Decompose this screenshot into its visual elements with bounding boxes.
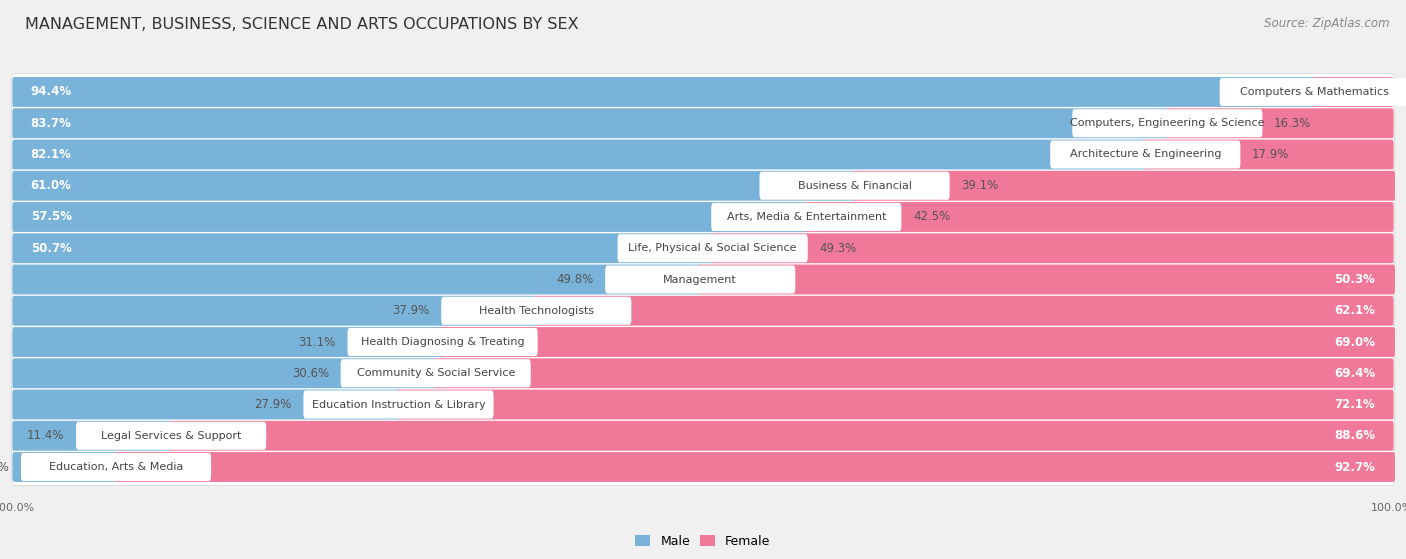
FancyBboxPatch shape	[11, 230, 1395, 267]
FancyBboxPatch shape	[441, 297, 631, 325]
Text: Arts, Media & Entertainment: Arts, Media & Entertainment	[727, 212, 886, 222]
FancyBboxPatch shape	[13, 77, 1316, 107]
FancyBboxPatch shape	[304, 391, 494, 419]
FancyBboxPatch shape	[699, 264, 1395, 295]
FancyBboxPatch shape	[1050, 140, 1240, 168]
FancyBboxPatch shape	[11, 449, 1395, 485]
FancyBboxPatch shape	[13, 296, 538, 326]
FancyBboxPatch shape	[11, 167, 1395, 204]
Text: 69.0%: 69.0%	[1334, 335, 1375, 348]
Text: Community & Social Service: Community & Social Service	[357, 368, 515, 378]
Text: 88.6%: 88.6%	[1334, 429, 1375, 442]
FancyBboxPatch shape	[13, 108, 1168, 138]
FancyBboxPatch shape	[347, 328, 537, 356]
FancyBboxPatch shape	[21, 453, 211, 481]
FancyBboxPatch shape	[76, 421, 266, 450]
FancyBboxPatch shape	[617, 234, 807, 262]
FancyBboxPatch shape	[441, 327, 1395, 357]
Text: Source: ZipAtlas.com: Source: ZipAtlas.com	[1264, 17, 1389, 30]
FancyBboxPatch shape	[759, 172, 949, 200]
Text: Health Technologists: Health Technologists	[478, 306, 593, 316]
Text: Life, Physical & Social Science: Life, Physical & Social Science	[628, 243, 797, 253]
Text: MANAGEMENT, BUSINESS, SCIENCE AND ARTS OCCUPATIONS BY SEX: MANAGEMENT, BUSINESS, SCIENCE AND ARTS O…	[25, 17, 579, 32]
FancyBboxPatch shape	[434, 358, 1393, 388]
FancyBboxPatch shape	[11, 136, 1395, 173]
FancyBboxPatch shape	[1220, 78, 1406, 106]
FancyBboxPatch shape	[11, 418, 1395, 454]
Text: 83.7%: 83.7%	[31, 117, 72, 130]
Text: 31.1%: 31.1%	[298, 335, 336, 348]
FancyBboxPatch shape	[11, 324, 1395, 361]
Text: 42.5%: 42.5%	[912, 211, 950, 224]
Text: 30.6%: 30.6%	[292, 367, 329, 380]
Text: 100.0%: 100.0%	[0, 504, 35, 514]
Text: Legal Services & Support: Legal Services & Support	[101, 431, 242, 440]
FancyBboxPatch shape	[11, 386, 1395, 423]
Text: Education, Arts & Media: Education, Arts & Media	[49, 462, 183, 472]
FancyBboxPatch shape	[853, 171, 1395, 201]
Text: 16.3%: 16.3%	[1274, 117, 1312, 130]
FancyBboxPatch shape	[340, 359, 531, 387]
FancyBboxPatch shape	[114, 452, 1395, 482]
FancyBboxPatch shape	[13, 421, 173, 451]
Text: 37.9%: 37.9%	[392, 304, 429, 318]
FancyBboxPatch shape	[11, 105, 1395, 141]
Text: 69.4%: 69.4%	[1334, 367, 1375, 380]
Text: Computers & Mathematics: Computers & Mathematics	[1240, 87, 1389, 97]
FancyBboxPatch shape	[13, 202, 808, 232]
Text: 7.4%: 7.4%	[0, 461, 10, 473]
FancyBboxPatch shape	[711, 203, 901, 231]
Text: Business & Financial: Business & Financial	[797, 181, 911, 191]
FancyBboxPatch shape	[804, 202, 1393, 232]
Text: 82.1%: 82.1%	[31, 148, 72, 161]
FancyBboxPatch shape	[11, 355, 1395, 392]
FancyBboxPatch shape	[13, 233, 714, 263]
FancyBboxPatch shape	[13, 390, 401, 419]
Text: 92.7%: 92.7%	[1334, 461, 1375, 473]
Text: 50.7%: 50.7%	[31, 241, 72, 255]
Legend: Male, Female: Male, Female	[630, 530, 776, 553]
Text: 49.3%: 49.3%	[820, 241, 856, 255]
FancyBboxPatch shape	[1073, 109, 1263, 138]
Text: 39.1%: 39.1%	[962, 179, 998, 192]
FancyBboxPatch shape	[605, 266, 796, 293]
FancyBboxPatch shape	[13, 140, 1147, 169]
FancyBboxPatch shape	[1143, 140, 1393, 169]
Text: Education Instruction & Library: Education Instruction & Library	[312, 400, 485, 410]
FancyBboxPatch shape	[1166, 108, 1393, 138]
FancyBboxPatch shape	[13, 452, 118, 482]
FancyBboxPatch shape	[13, 171, 856, 201]
FancyBboxPatch shape	[170, 421, 1393, 451]
FancyBboxPatch shape	[13, 358, 437, 388]
Text: 49.8%: 49.8%	[557, 273, 593, 286]
FancyBboxPatch shape	[396, 390, 1393, 419]
Text: Management: Management	[664, 274, 737, 285]
Text: 62.1%: 62.1%	[1334, 304, 1375, 318]
Text: Health Diagnosing & Treating: Health Diagnosing & Treating	[361, 337, 524, 347]
Text: Computers, Engineering & Science: Computers, Engineering & Science	[1070, 119, 1264, 128]
FancyBboxPatch shape	[11, 74, 1395, 110]
FancyBboxPatch shape	[11, 292, 1395, 329]
FancyBboxPatch shape	[534, 296, 1393, 326]
FancyBboxPatch shape	[13, 264, 702, 295]
FancyBboxPatch shape	[11, 198, 1395, 235]
Text: 61.0%: 61.0%	[31, 179, 72, 192]
Text: 100.0%: 100.0%	[1371, 504, 1406, 514]
Text: 50.3%: 50.3%	[1334, 273, 1375, 286]
Text: 17.9%: 17.9%	[1253, 148, 1289, 161]
FancyBboxPatch shape	[1313, 77, 1393, 107]
Text: 57.5%: 57.5%	[31, 211, 72, 224]
FancyBboxPatch shape	[11, 261, 1395, 298]
FancyBboxPatch shape	[711, 233, 1393, 263]
Text: 94.4%: 94.4%	[31, 86, 72, 98]
Text: 11.4%: 11.4%	[27, 429, 65, 442]
Text: 27.9%: 27.9%	[254, 398, 291, 411]
Text: 72.1%: 72.1%	[1334, 398, 1375, 411]
Text: Architecture & Engineering: Architecture & Engineering	[1070, 149, 1220, 159]
FancyBboxPatch shape	[13, 327, 444, 357]
